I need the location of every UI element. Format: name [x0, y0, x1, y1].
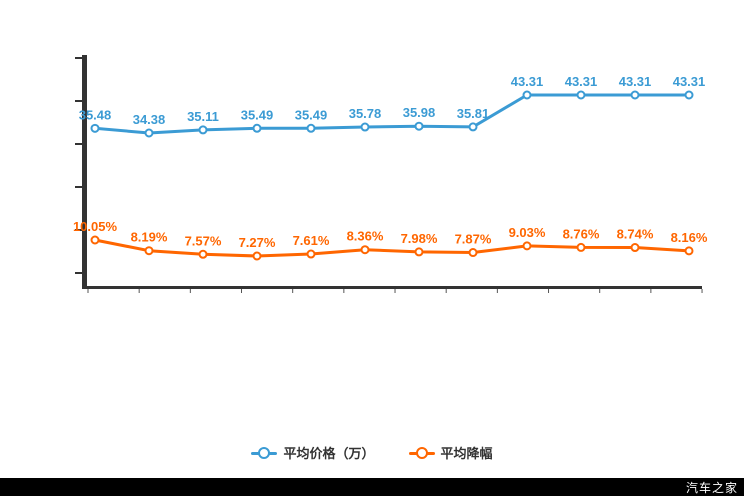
- data-point-marker[interactable]: [198, 249, 208, 259]
- data-point-marker[interactable]: [684, 246, 694, 256]
- data-point-label: 7.27%: [239, 235, 276, 250]
- series-line-0: [93, 93, 691, 135]
- data-point-label: 7.98%: [401, 231, 438, 246]
- data-point-marker[interactable]: [252, 123, 262, 133]
- data-point-marker[interactable]: [90, 235, 100, 245]
- data-point-label: 43.31: [565, 74, 598, 89]
- orange-line-marker-icon: [408, 447, 435, 459]
- data-point-label: 35.49: [241, 107, 274, 122]
- data-point-label: 35.81: [457, 106, 490, 121]
- data-point-label: 35.49: [295, 107, 328, 122]
- data-point-marker[interactable]: [576, 90, 586, 100]
- data-point-label: 7.57%: [185, 233, 222, 248]
- data-point-label: 35.98: [403, 105, 436, 120]
- data-point-label: 9.03%: [509, 225, 546, 240]
- legend-item-average-discount[interactable]: 平均降幅: [408, 445, 493, 461]
- data-point-marker[interactable]: [414, 247, 424, 257]
- data-point-label: 7.61%: [293, 233, 330, 248]
- x-axis-line: [82, 286, 702, 289]
- data-point-label: 43.31: [511, 74, 544, 89]
- watermark-brand-text: 汽车之家: [685, 480, 738, 495]
- data-point-marker[interactable]: [144, 246, 154, 256]
- data-point-marker[interactable]: [468, 122, 478, 132]
- legend-item-average-price[interactable]: 平均价格（万）: [251, 445, 375, 461]
- data-point-label: 35.48: [79, 107, 112, 122]
- legend-label-average-price: 平均价格（万）: [283, 445, 375, 461]
- data-point-marker[interactable]: [468, 248, 478, 258]
- data-point-label: 8.19%: [131, 230, 168, 245]
- data-point-marker[interactable]: [522, 241, 532, 251]
- data-point-label: 10.05%: [73, 219, 118, 234]
- data-point-label: 43.31: [619, 74, 652, 89]
- data-point-marker[interactable]: [414, 121, 424, 131]
- data-point-label: 7.87%: [455, 232, 492, 247]
- data-point-label: 34.38: [133, 112, 166, 127]
- chart-legend: 平均价格（万） 平均降幅: [0, 441, 744, 465]
- data-point-marker[interactable]: [630, 90, 640, 100]
- data-point-marker[interactable]: [360, 122, 370, 132]
- data-point-marker[interactable]: [360, 245, 370, 255]
- y-axis-line: [82, 55, 87, 289]
- data-point-marker[interactable]: [252, 251, 262, 261]
- data-point-label: 8.36%: [347, 229, 384, 244]
- legend-label-average-discount: 平均降幅: [440, 445, 493, 461]
- data-point-label: 8.76%: [563, 226, 600, 241]
- data-point-label: 35.11: [187, 109, 219, 124]
- data-point-marker[interactable]: [144, 128, 154, 138]
- data-point-marker[interactable]: [90, 123, 100, 133]
- data-point-marker[interactable]: [576, 242, 586, 252]
- data-point-label: 35.78: [349, 106, 382, 121]
- watermark-bar: 汽车之家: [0, 478, 744, 496]
- blue-line-marker-icon: [251, 447, 278, 459]
- data-point-marker[interactable]: [198, 125, 208, 135]
- data-point-marker[interactable]: [630, 243, 640, 253]
- data-point-label: 8.74%: [617, 227, 654, 242]
- data-point-marker[interactable]: [522, 90, 532, 100]
- data-point-label: 8.16%: [671, 230, 708, 245]
- data-point-label: 43.31: [673, 74, 706, 89]
- data-point-marker[interactable]: [306, 123, 316, 133]
- data-point-marker[interactable]: [306, 249, 316, 259]
- series-line-1: [93, 238, 691, 258]
- data-point-marker[interactable]: [684, 90, 694, 100]
